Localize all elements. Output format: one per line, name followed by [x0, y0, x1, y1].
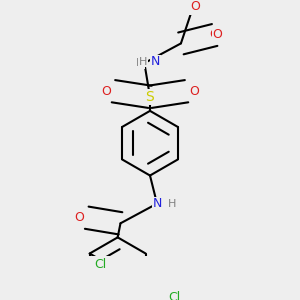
Text: S: S — [146, 90, 154, 104]
Text: O: O — [212, 28, 222, 41]
Text: H: H — [139, 57, 147, 67]
Text: O: O — [210, 28, 220, 41]
Text: Cl: Cl — [168, 291, 180, 300]
Text: N: N — [151, 57, 160, 70]
Text: H: H — [168, 199, 177, 208]
Text: N: N — [152, 197, 162, 210]
Text: N: N — [151, 55, 160, 68]
Text: O: O — [101, 85, 111, 98]
Text: O: O — [189, 85, 199, 98]
Text: O: O — [190, 0, 200, 14]
Text: Cl: Cl — [94, 258, 106, 271]
Text: O: O — [74, 211, 84, 224]
Text: H: H — [136, 58, 144, 68]
Text: O: O — [189, 2, 199, 15]
